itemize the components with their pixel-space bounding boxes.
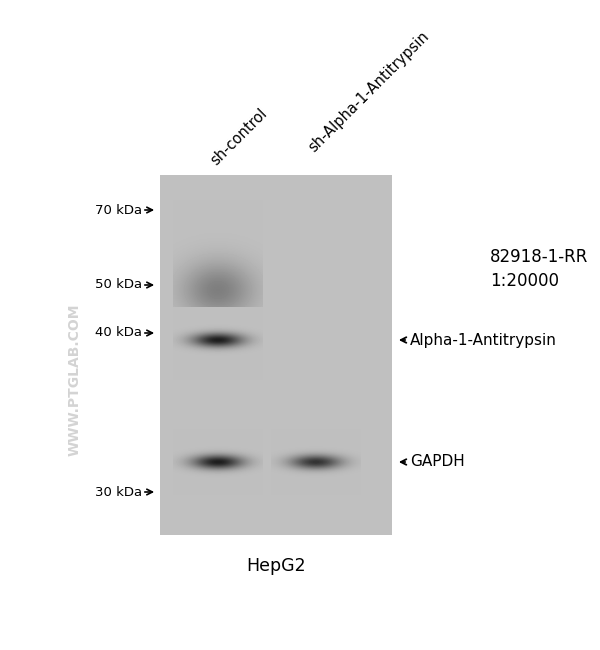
Text: HepG2: HepG2 (246, 557, 306, 575)
Text: GAPDH: GAPDH (410, 454, 465, 469)
Text: sh-control: sh-control (208, 105, 270, 168)
Text: Alpha-1-Antitrypsin: Alpha-1-Antitrypsin (410, 333, 557, 348)
Text: 30 kDa: 30 kDa (95, 486, 142, 499)
Text: 40 kDa: 40 kDa (95, 326, 142, 339)
Text: 50 kDa: 50 kDa (95, 278, 142, 291)
Bar (160, 175, 392, 535)
Text: 70 kDa: 70 kDa (95, 203, 142, 216)
Text: sh-Alpha-1-Antitrypsin: sh-Alpha-1-Antitrypsin (305, 29, 432, 155)
Text: WWW.PTGLAB.COM: WWW.PTGLAB.COM (68, 304, 82, 456)
Text: 82918-1-RR
1:20000: 82918-1-RR 1:20000 (490, 248, 589, 290)
